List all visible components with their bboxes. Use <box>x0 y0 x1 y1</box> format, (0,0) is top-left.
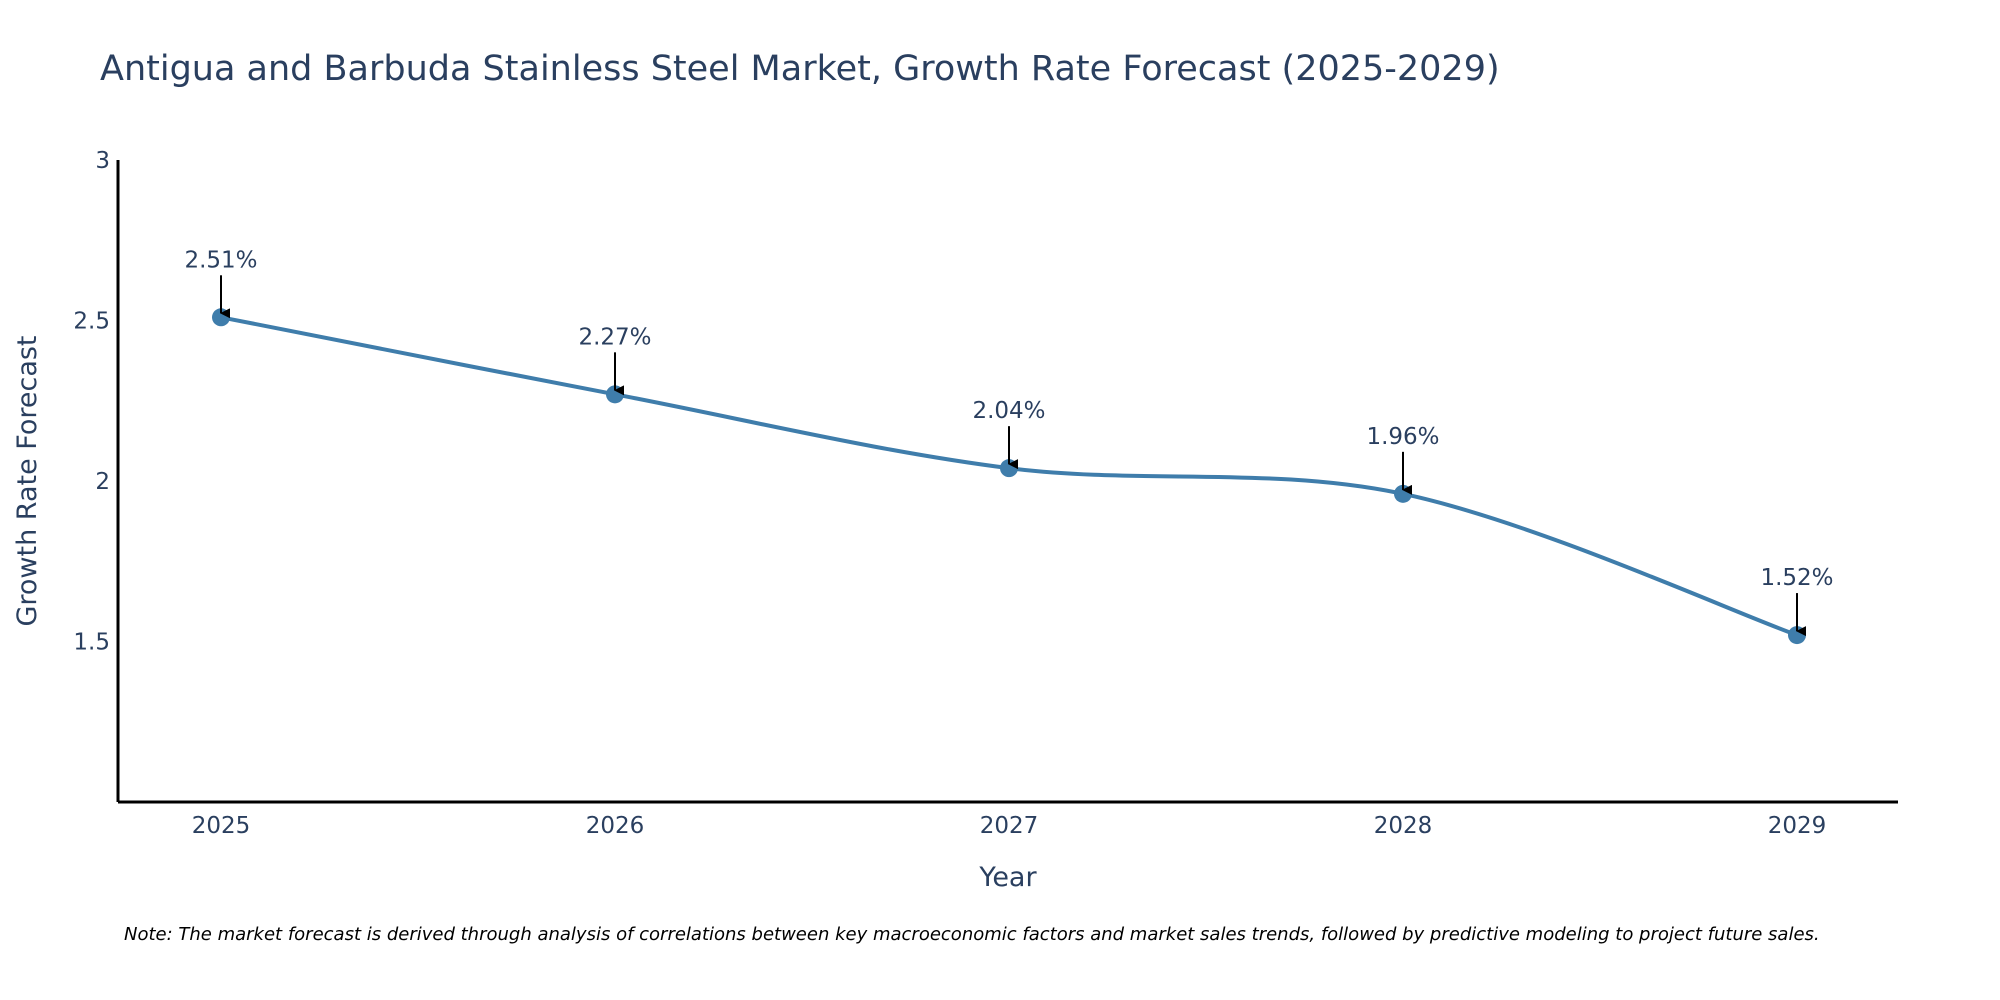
y-ticks: 1.5 2 2.5 3 <box>73 148 110 656</box>
footnote: Note: The market forecast is derived thr… <box>124 924 1820 945</box>
chart-title: Antigua and Barbuda Stainless Steel Mark… <box>100 49 1500 89</box>
data-annotations: 2.51% 2.27% 2.04% 1.96% 1.52% <box>184 247 1834 637</box>
x-tick-label: 2028 <box>1374 813 1433 839</box>
x-tick-label: 2026 <box>586 813 645 839</box>
data-label: 1.52% <box>1760 565 1833 591</box>
x-tick-label: 2029 <box>1768 813 1827 839</box>
x-tick-label: 2025 <box>192 813 251 839</box>
x-tick-label: 2027 <box>980 813 1039 839</box>
y-tick-label: 1.5 <box>73 630 110 656</box>
y-tick-label: 3 <box>95 148 110 174</box>
data-label: 2.04% <box>972 398 1045 424</box>
y-axis-title: Growth Rate Forecast <box>12 335 43 626</box>
x-axis-title: Year <box>978 862 1037 893</box>
data-label: 1.96% <box>1366 424 1439 450</box>
y-tick-label: 2.5 <box>73 309 110 335</box>
data-label: 2.27% <box>578 324 651 350</box>
y-tick-label: 2 <box>95 469 110 495</box>
data-label: 2.51% <box>184 247 257 273</box>
axes <box>116 160 1898 804</box>
x-ticks: 2025 2026 2027 2028 2029 <box>192 813 1827 839</box>
data-points <box>212 308 1806 645</box>
